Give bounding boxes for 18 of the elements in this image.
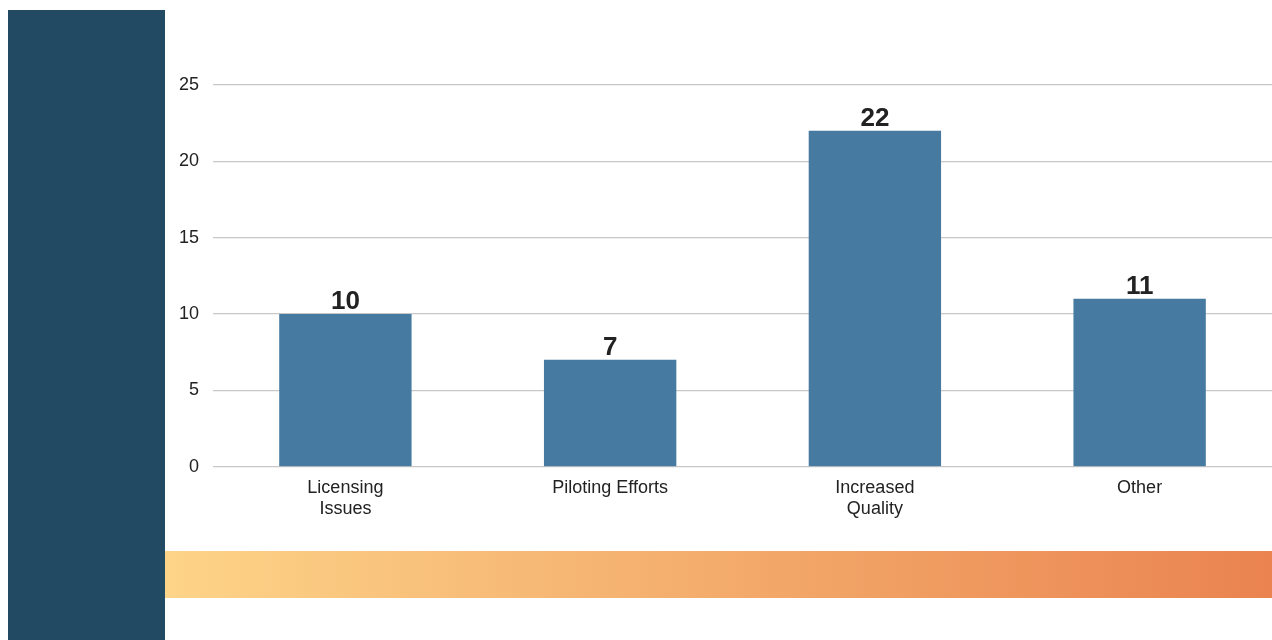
bar xyxy=(808,130,942,467)
data-label: 22 xyxy=(860,101,890,132)
data-label: 11 xyxy=(1125,269,1154,300)
data-label: 10 xyxy=(330,285,360,316)
y-tick-label: 10 xyxy=(178,302,200,323)
y-tick-label: 0 xyxy=(189,455,200,476)
x-tick-label: Piloting Efforts xyxy=(552,476,669,497)
y-tick-label: 15 xyxy=(178,226,200,247)
x-tick-label: Increased Quality xyxy=(835,476,915,519)
y-tick-label: 5 xyxy=(189,379,200,400)
bar xyxy=(543,359,677,467)
data-label: 7 xyxy=(602,331,618,362)
y-tick-label: 25 xyxy=(178,73,200,94)
y-tick-label: 20 xyxy=(178,150,200,171)
bar xyxy=(279,314,412,467)
bar xyxy=(1073,298,1206,467)
x-tick-label: Licensing Issues xyxy=(307,476,384,519)
x-tick-label: Other xyxy=(1117,476,1163,497)
